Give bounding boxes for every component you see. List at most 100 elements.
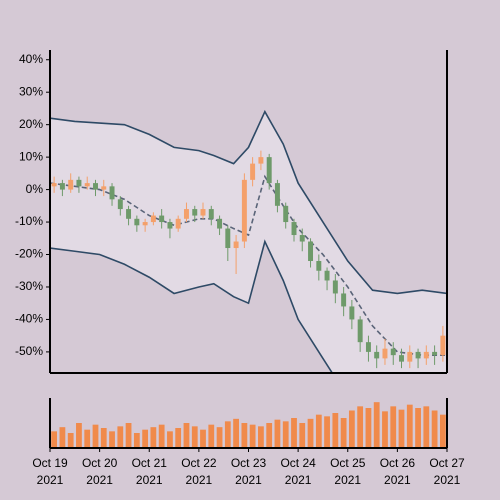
volume-bar [266, 423, 273, 448]
volume-bar [324, 416, 330, 448]
candle-body [150, 215, 156, 223]
candle-body [225, 228, 231, 249]
candle-body [84, 183, 90, 187]
volume-bar [224, 421, 231, 448]
x-tick-label: Oct 24 2021 [280, 456, 316, 487]
candle-body [93, 183, 98, 190]
volume-bar [332, 413, 339, 448]
candle-body [291, 222, 297, 236]
volume-panel [51, 402, 446, 448]
volume-bar [100, 428, 107, 448]
volume-bar [423, 406, 430, 448]
candle-body [432, 351, 438, 356]
candle-body [167, 222, 173, 229]
volume-bar [150, 427, 157, 448]
volume-bar [142, 429, 149, 448]
x-tick-label: Oct 20 2021 [81, 456, 118, 487]
y-tick-label: 0% [26, 182, 44, 196]
band-middle [50, 174, 447, 356]
candle-body [200, 209, 206, 216]
volume-bar [183, 423, 190, 448]
x-tick-label: Oct 19 2021 [32, 456, 68, 487]
candle-body [374, 351, 380, 359]
volume-bar [291, 418, 297, 448]
volume-bar [216, 427, 223, 448]
candle-body [332, 280, 338, 294]
x-tick-label: Oct 27 2021 [429, 456, 465, 487]
y-tick-label: -40% [15, 312, 43, 326]
candle-body [51, 183, 57, 187]
candle-body [101, 186, 107, 190]
candle-body [59, 183, 65, 190]
y-tick-label: 30% [19, 84, 43, 98]
candle-body [266, 157, 272, 184]
candle-body [117, 199, 123, 210]
axes: 40% 30% 20% 10% 0% -10% -20% -30% -40% -50% [15, 50, 448, 452]
volume-bar [133, 433, 140, 448]
candle-body [208, 209, 214, 219]
volume-bar [200, 429, 206, 448]
band-fill [50, 111, 447, 373]
volume-bar [439, 414, 446, 448]
volume-bar [382, 411, 388, 448]
candle-body [365, 342, 371, 352]
x-tick-label: Oct 26 2021 [379, 456, 416, 487]
candle-body [440, 335, 446, 356]
candle-body [341, 293, 347, 307]
y-tick-label: 10% [19, 149, 43, 163]
volume-bar [84, 429, 91, 448]
volume-bar [117, 426, 124, 448]
candle-body [142, 222, 148, 226]
candle-body [126, 209, 132, 219]
candle-body [192, 209, 198, 216]
main-panel [50, 109, 447, 373]
volume-bar [59, 427, 66, 448]
volume-bar [158, 424, 165, 448]
candle-body [241, 179, 247, 242]
candle-body [109, 186, 115, 200]
candle-body [175, 218, 181, 229]
volume-bar [406, 404, 413, 448]
volume-bar [357, 406, 364, 448]
volume-bar [373, 402, 380, 448]
volume-bar [390, 406, 397, 448]
volume-bar [258, 426, 264, 448]
candle-body [299, 235, 305, 242]
candle-body [382, 348, 388, 359]
candle-body [159, 215, 165, 223]
y-tick-label: 40% [19, 52, 43, 66]
volume-bar [241, 423, 248, 448]
candle-body [316, 261, 322, 271]
candle-body [76, 179, 82, 187]
x-tick-label: Oct 25 2021 [330, 456, 366, 487]
volume-bar [109, 431, 115, 448]
volume-bar [51, 431, 58, 448]
volume-bar [249, 424, 256, 448]
y-tick-label: -20% [15, 247, 43, 261]
candle-body [357, 319, 363, 343]
volume-bar [67, 433, 74, 448]
volume-bar [274, 419, 281, 448]
volume-bar [191, 426, 198, 448]
candle-body [233, 241, 239, 249]
candle-body [183, 209, 189, 219]
volume-bar [299, 423, 306, 448]
candle-body [308, 241, 314, 262]
volume-bar [415, 408, 421, 448]
x-tick-label: Oct 23 2021 [230, 456, 267, 487]
x-tick-label: Oct 21 2021 [131, 456, 167, 487]
y-tick-label: -30% [15, 279, 43, 293]
volume-bar [208, 424, 215, 448]
candle-body [283, 205, 289, 223]
y-tick-label: -10% [15, 214, 43, 228]
candle-body [274, 183, 280, 206]
candle-body [390, 348, 396, 356]
candle-body [349, 306, 355, 320]
volume-bar [92, 424, 99, 448]
y-tick-label: -50% [15, 344, 43, 358]
volume-bar [348, 410, 355, 448]
candle-body [217, 218, 223, 229]
volume-bar [167, 431, 173, 448]
